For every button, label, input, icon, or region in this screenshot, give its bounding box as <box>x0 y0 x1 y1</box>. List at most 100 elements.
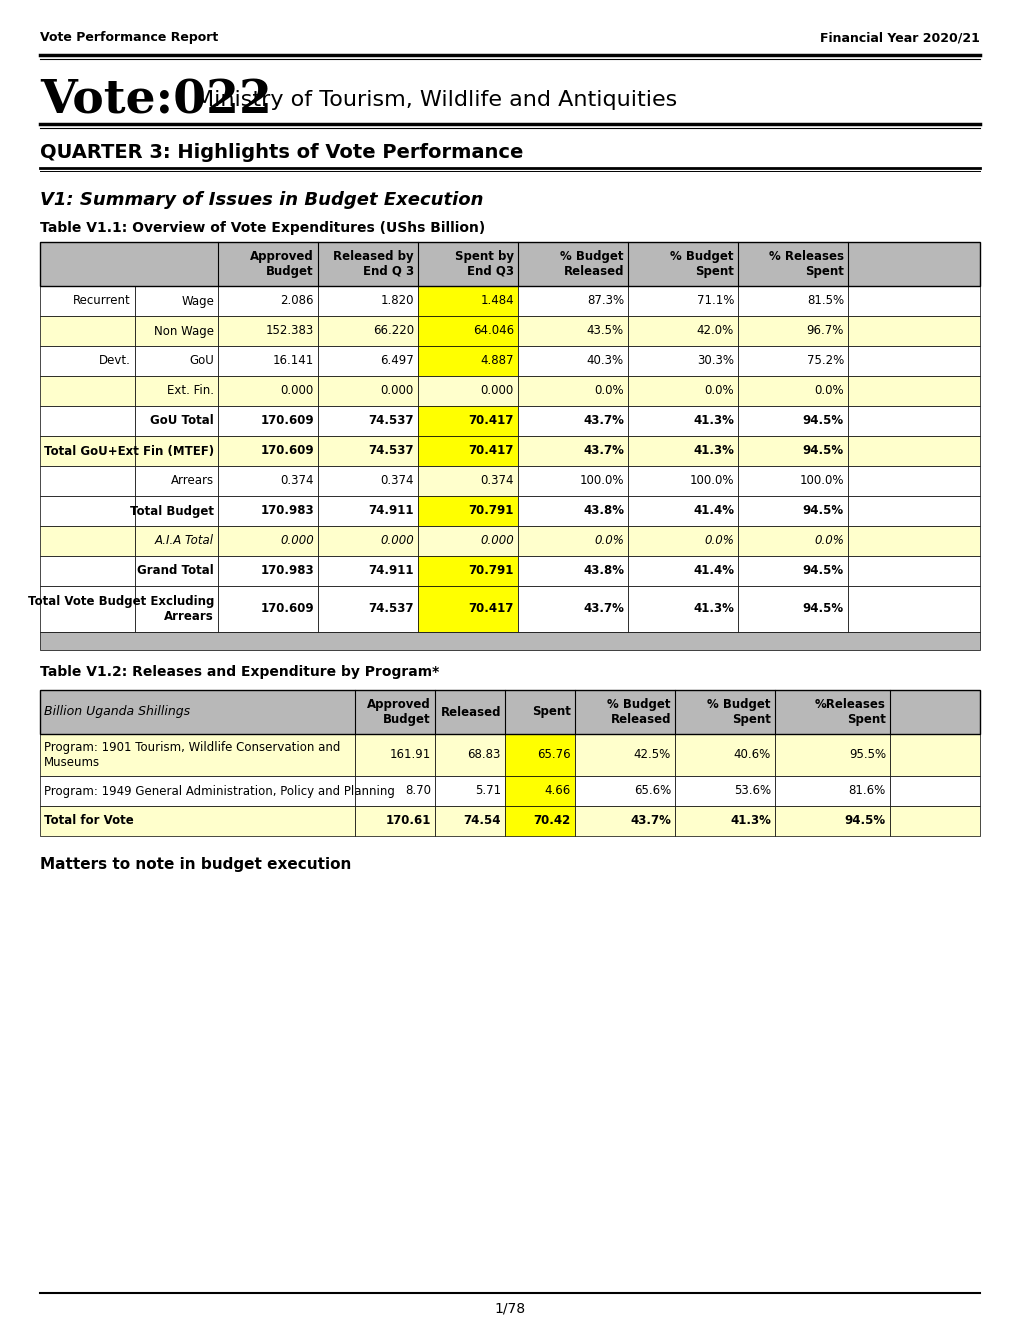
Bar <box>318 525 418 556</box>
Text: 16.141: 16.141 <box>272 355 314 367</box>
Bar <box>218 525 318 556</box>
Text: Non Wage: Non Wage <box>154 325 214 338</box>
Text: 74.54: 74.54 <box>463 814 500 828</box>
Text: V1: Summary of Issues in Budget Execution: V1: Summary of Issues in Budget Executio… <box>40 191 483 209</box>
Bar <box>628 436 738 466</box>
Bar <box>847 436 979 466</box>
Text: 1.820: 1.820 <box>380 294 414 308</box>
Bar <box>40 632 979 649</box>
Text: 0.0%: 0.0% <box>813 384 843 397</box>
Bar <box>738 346 847 376</box>
Bar <box>135 346 218 376</box>
Text: % Budget
Released: % Budget Released <box>560 249 624 279</box>
Text: 74.537: 74.537 <box>368 414 414 428</box>
Bar <box>738 525 847 556</box>
Text: 170.609: 170.609 <box>260 445 314 458</box>
Text: % Budget
Spent: % Budget Spent <box>669 249 734 279</box>
Bar <box>418 556 518 586</box>
Text: 70.791: 70.791 <box>468 504 514 517</box>
Text: Wage: Wage <box>181 294 214 308</box>
Text: 64.046: 64.046 <box>473 325 514 338</box>
Bar <box>418 346 518 376</box>
Bar <box>518 466 628 496</box>
Text: 71.1%: 71.1% <box>696 294 734 308</box>
Text: 94.5%: 94.5% <box>844 814 886 828</box>
Text: Grand Total: Grand Total <box>138 565 214 578</box>
Bar <box>628 315 738 346</box>
Bar <box>418 407 518 436</box>
Text: Spent by
End Q3: Spent by End Q3 <box>454 249 514 279</box>
Bar <box>218 586 318 632</box>
Text: 8.70: 8.70 <box>405 784 431 797</box>
Bar <box>135 407 218 436</box>
Bar <box>847 407 979 436</box>
Text: 42.5%: 42.5% <box>633 748 671 762</box>
Bar <box>890 807 979 836</box>
Text: 70.791: 70.791 <box>468 565 514 578</box>
Text: 170.609: 170.609 <box>260 414 314 428</box>
Text: 95.5%: 95.5% <box>848 748 886 762</box>
Text: Total GoU+Ext Fin (MTEF): Total GoU+Ext Fin (MTEF) <box>44 445 214 458</box>
Text: Ministry of Tourism, Wildlife and Antiquities: Ministry of Tourism, Wildlife and Antiqu… <box>195 90 677 110</box>
Bar <box>418 315 518 346</box>
Bar <box>738 286 847 315</box>
Text: 75.2%: 75.2% <box>806 355 843 367</box>
Bar <box>738 496 847 525</box>
Text: Program: 1901 Tourism, Wildlife Conservation and
Museums: Program: 1901 Tourism, Wildlife Conserva… <box>44 741 340 770</box>
Bar <box>218 315 318 346</box>
Bar <box>518 315 628 346</box>
Bar <box>40 556 135 586</box>
Bar <box>890 734 979 776</box>
Text: 70.417: 70.417 <box>468 445 514 458</box>
Text: 6.497: 6.497 <box>380 355 414 367</box>
Text: 0.000: 0.000 <box>480 535 514 548</box>
Text: 4.887: 4.887 <box>480 355 514 367</box>
Bar <box>504 776 575 807</box>
Bar <box>847 586 979 632</box>
Bar <box>40 776 355 807</box>
Text: 0.374: 0.374 <box>380 474 414 487</box>
Bar <box>518 286 628 315</box>
Text: Approved
Budget: Approved Budget <box>250 249 314 279</box>
Text: Ext. Fin.: Ext. Fin. <box>167 384 214 397</box>
Bar <box>40 436 135 466</box>
Text: QUARTER 3: Highlights of Vote Performance: QUARTER 3: Highlights of Vote Performanc… <box>40 143 523 161</box>
Bar <box>135 496 218 525</box>
Text: 43.8%: 43.8% <box>583 565 624 578</box>
Bar <box>847 286 979 315</box>
Text: 43.8%: 43.8% <box>583 504 624 517</box>
Text: Program: 1949 General Administration, Policy and Planning: Program: 1949 General Administration, Po… <box>44 784 394 797</box>
Bar <box>355 776 434 807</box>
Text: 87.3%: 87.3% <box>586 294 624 308</box>
Bar <box>675 807 774 836</box>
Text: 100.0%: 100.0% <box>799 474 843 487</box>
Text: 96.7%: 96.7% <box>806 325 843 338</box>
Bar <box>218 286 318 315</box>
Text: 94.5%: 94.5% <box>802 445 843 458</box>
Bar <box>40 286 135 315</box>
Text: Approved
Budget: Approved Budget <box>367 698 431 726</box>
Bar <box>40 242 979 286</box>
Text: Total Budget: Total Budget <box>129 504 214 517</box>
Text: 0.000: 0.000 <box>280 384 314 397</box>
Text: Total Vote Budget Excluding
Arrears: Total Vote Budget Excluding Arrears <box>28 595 214 623</box>
Bar <box>40 586 135 632</box>
Text: 74.537: 74.537 <box>368 602 414 615</box>
Text: Table V1.2: Releases and Expenditure by Program*: Table V1.2: Releases and Expenditure by … <box>40 665 439 678</box>
Bar <box>847 496 979 525</box>
Bar <box>418 376 518 407</box>
Text: 30.3%: 30.3% <box>696 355 734 367</box>
Text: 43.7%: 43.7% <box>583 445 624 458</box>
Text: 1/78: 1/78 <box>494 1302 525 1315</box>
Text: 170.983: 170.983 <box>260 565 314 578</box>
Bar <box>628 586 738 632</box>
Bar <box>135 315 218 346</box>
Bar <box>135 466 218 496</box>
Bar <box>318 466 418 496</box>
Bar <box>738 407 847 436</box>
Bar <box>847 525 979 556</box>
Bar <box>628 407 738 436</box>
Text: Table V1.1: Overview of Vote Expenditures (UShs Billion): Table V1.1: Overview of Vote Expenditure… <box>40 220 485 235</box>
Text: % Budget
Released: % Budget Released <box>607 698 671 726</box>
Bar <box>628 496 738 525</box>
